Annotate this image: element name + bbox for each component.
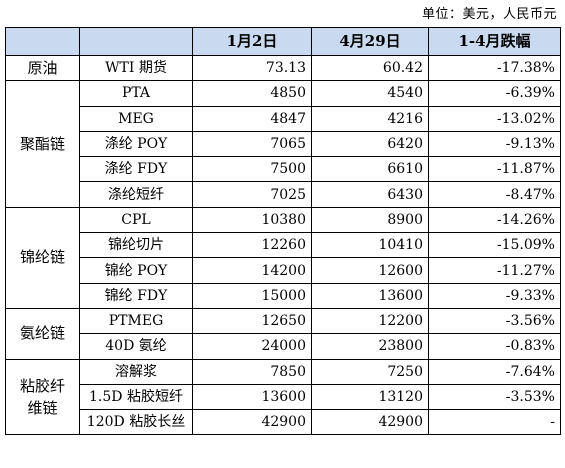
price-jan2: 7025 (192, 181, 312, 208)
price-apr29: 4540 (311, 80, 429, 107)
table-row: 锦纶 FDY 15000 13600 -9.33% (6, 282, 561, 309)
product-name: PTMEG (79, 307, 193, 335)
table-row: 40D 氨纶 24000 23800 -0.83% (6, 333, 561, 360)
price-jan2: 73.13 (192, 54, 312, 82)
table-row: 粘胶纤维链 溶解浆 7850 7250 -7.64% (5, 358, 561, 436)
product-name: 120D 粘胶长丝 (79, 409, 193, 436)
table-row: 1.5D 粘胶短纤 13600 13120 -3.53% (6, 383, 561, 411)
product-name: WTI 期货 (79, 54, 193, 82)
price-apr29: 8900 (311, 206, 429, 234)
change-percent: -9.13% (428, 130, 561, 158)
price-jan2: 7065 (192, 130, 312, 158)
header-change: 1-4月跌幅 (428, 27, 561, 56)
price-jan2: 15000 (192, 282, 312, 309)
header-apr29: 4月29日 (311, 27, 429, 56)
price-jan2: 7850 (192, 358, 312, 385)
change-percent: -8.47% (428, 181, 561, 208)
price-change-table: 1月2日 4月29日 1-4月跌幅 原油 WTI 期货 73.13 60.42 -17.… (5, 27, 561, 436)
price-apr29: 7250 (311, 358, 429, 385)
price-apr29: 13600 (311, 282, 429, 309)
change-percent: -13.02% (428, 105, 561, 132)
price-apr29: 6420 (311, 130, 429, 158)
table-row: 120D 粘胶长丝 42900 42900- (6, 409, 561, 436)
product-name: 锦纶切片 (79, 232, 193, 259)
product-name: 涤纶 POY (79, 130, 193, 158)
price-apr29: 10410 (311, 232, 429, 259)
table-row: 涤纶短纤 7025 6430 -8.47% (6, 181, 561, 208)
price-apr29: 23800 (311, 333, 429, 360)
price-apr29: 6610 (311, 156, 429, 183)
price-jan2: 24000 (192, 333, 312, 360)
change-percent: -11.87% (428, 156, 561, 183)
group-label: 聚酯链 (5, 80, 80, 208)
table-body: 原油 WTI 期货 73.13 60.42 -17.38% 聚酯链 PTA 4850 4540-… (5, 54, 561, 436)
price-jan2: 4850 (192, 80, 312, 107)
table-row: 聚酯链 PTA 4850 4540 -6.39% (5, 80, 561, 208)
product-name: 锦纶 POY (79, 257, 193, 284)
change-percent: -9.33% (428, 282, 561, 309)
price-jan2: 14200 (192, 257, 312, 284)
header-product (79, 27, 193, 56)
header-category (5, 27, 80, 56)
price-jan2: 7500 (192, 156, 312, 183)
table-header-row: 1月2日 4月29日 1-4月跌幅 (5, 27, 561, 56)
table-row: 锦纶链 CPL 10380 8900 -14.26% (5, 206, 561, 309)
price-apr29: 42900 (311, 409, 429, 436)
change-percent: -3.53% (428, 383, 561, 411)
price-jan2: 4847 (192, 105, 312, 132)
price-apr29: 13120 (311, 383, 429, 411)
product-name: 涤纶短纤 (79, 181, 193, 208)
product-name: 溶解浆 (79, 358, 193, 385)
group-label: 锦纶链 (5, 206, 80, 309)
change-percent: - (428, 409, 561, 436)
price-jan2: 10380 (192, 206, 312, 234)
product-name: 锦纶 FDY (79, 282, 193, 309)
unit-note: 单位：美元，人民币元 (421, 7, 557, 22)
group-label: 原油 (5, 54, 80, 82)
table-row: 原油 WTI 期货 73.13 60.42 -17.38% (5, 54, 561, 82)
header-jan2: 1月2日 (192, 27, 312, 56)
product-name: PTA (79, 80, 193, 107)
change-percent: -7.64% (428, 358, 561, 385)
price-jan2: 12260 (192, 232, 312, 259)
table-row: 锦纶 POY 14200 12600 -11.27% (6, 257, 561, 284)
change-percent: -17.38% (428, 54, 561, 82)
change-percent: -11.27% (428, 257, 561, 284)
product-name: CPL (79, 206, 193, 234)
price-apr29: 6430 (311, 181, 429, 208)
price-jan2: 42900 (192, 409, 312, 436)
product-name: 40D 氨纶 (79, 333, 193, 360)
product-name: 1.5D 粘胶短纤 (79, 383, 193, 411)
change-percent: -6.39% (428, 80, 561, 107)
change-percent: -3.56% (428, 307, 561, 335)
price-jan2: 12650 (192, 307, 312, 335)
price-jan2: 13600 (192, 383, 312, 411)
change-percent: -14.26% (428, 206, 561, 234)
price-apr29: 12600 (311, 257, 429, 284)
table-row: 涤纶 FDY 7500 6610 -11.87% (6, 156, 561, 183)
price-apr29: 12200 (311, 307, 429, 335)
table-row: 涤纶 POY 7065 6420 -9.13% (6, 130, 561, 158)
price-apr29: 60.42 (311, 54, 429, 82)
product-name: MEG (79, 105, 193, 132)
table-row: 锦纶切片 12260 10410 -15.09% (6, 232, 561, 259)
group-label: 粘胶纤维链 (5, 358, 80, 436)
price-apr29: 4216 (311, 105, 429, 132)
table-row: MEG 4847 4216 -13.02% (6, 105, 561, 132)
group-label: 氨纶链 (5, 307, 80, 360)
change-percent: -0.83% (428, 333, 561, 360)
table-row: 氨纶链 PTMEG 12650 12200 -3.56% (5, 307, 561, 360)
product-name: 涤纶 FDY (79, 156, 193, 183)
change-percent: -15.09% (428, 232, 561, 259)
